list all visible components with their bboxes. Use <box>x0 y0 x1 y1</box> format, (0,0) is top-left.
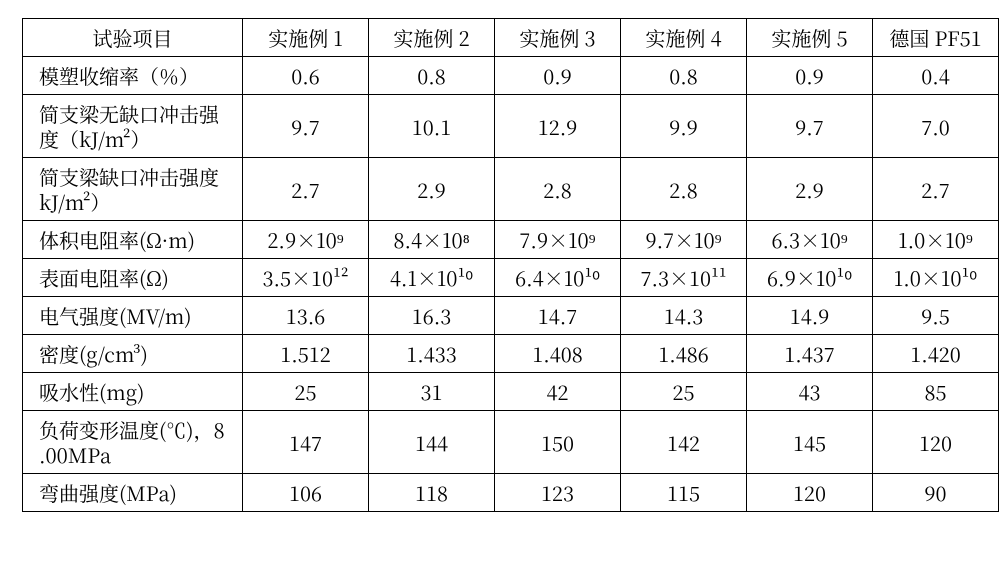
cell-value: 6.3×10⁹ <box>747 221 873 259</box>
row-label: 电气强度(MV/m) <box>23 297 243 335</box>
col-header-e2: 实施例 2 <box>369 19 495 57</box>
cell-value: 0.8 <box>621 57 747 95</box>
cell-value: 10.1 <box>369 95 495 158</box>
table-row: 吸水性(mg)253142254385 <box>23 373 999 411</box>
row-label: 模塑收缩率（％） <box>23 57 243 95</box>
cell-value: 145 <box>747 411 873 474</box>
cell-value: 1.486 <box>621 335 747 373</box>
cell-value: 7.3×10¹¹ <box>621 259 747 297</box>
row-label: 表面电阻率(Ω) <box>23 259 243 297</box>
cell-value: 120 <box>873 411 999 474</box>
cell-value: 25 <box>621 373 747 411</box>
cell-value: 7.9×10⁹ <box>495 221 621 259</box>
cell-value: 106 <box>243 474 369 512</box>
cell-value: 2.7 <box>243 158 369 221</box>
cell-value: 42 <box>495 373 621 411</box>
cell-value: 9.5 <box>873 297 999 335</box>
cell-value: 1.420 <box>873 335 999 373</box>
cell-value: 13.6 <box>243 297 369 335</box>
cell-value: 2.9×10⁹ <box>243 221 369 259</box>
cell-value: 9.7 <box>747 95 873 158</box>
cell-value: 14.7 <box>495 297 621 335</box>
col-header-e3: 实施例 3 <box>495 19 621 57</box>
cell-value: 8.4×10⁸ <box>369 221 495 259</box>
col-header-e5: 实施例 5 <box>747 19 873 57</box>
cell-value: 16.3 <box>369 297 495 335</box>
cell-value: 0.9 <box>747 57 873 95</box>
cell-value: 0.6 <box>243 57 369 95</box>
row-label: 弯曲强度(MPa) <box>23 474 243 512</box>
cell-value: 142 <box>621 411 747 474</box>
cell-value: 43 <box>747 373 873 411</box>
cell-value: 9.9 <box>621 95 747 158</box>
cell-value: 147 <box>243 411 369 474</box>
cell-value: 1.408 <box>495 335 621 373</box>
cell-value: 4.1×10¹⁰ <box>369 259 495 297</box>
cell-value: 12.9 <box>495 95 621 158</box>
cell-value: 0.4 <box>873 57 999 95</box>
cell-value: 120 <box>747 474 873 512</box>
cell-value: 0.9 <box>495 57 621 95</box>
cell-value: 2.9 <box>747 158 873 221</box>
cell-value: 85 <box>873 373 999 411</box>
col-header-e4: 实施例 4 <box>621 19 747 57</box>
table-body: 模塑收缩率（％）0.60.80.90.80.90.4简支梁无缺口冲击强度（kJ/… <box>23 57 999 512</box>
table-row: 模塑收缩率（％）0.60.80.90.80.90.4 <box>23 57 999 95</box>
cell-value: 1.437 <box>747 335 873 373</box>
cell-value: 2.9 <box>369 158 495 221</box>
col-header-e1: 实施例 1 <box>243 19 369 57</box>
cell-value: 1.0×10¹⁰ <box>873 259 999 297</box>
row-label: 体积电阻率(Ω·m) <box>23 221 243 259</box>
cell-value: 2.8 <box>495 158 621 221</box>
table-row: 弯曲强度(MPa)10611812311512090 <box>23 474 999 512</box>
table-row: 电气强度(MV/m)13.616.314.714.314.99.5 <box>23 297 999 335</box>
cell-value: 6.4×10¹⁰ <box>495 259 621 297</box>
col-header-pf51: 德国 PF51 <box>873 19 999 57</box>
cell-value: 1.0×10⁹ <box>873 221 999 259</box>
table-row: 简支梁无缺口冲击强度（kJ/m²）9.710.112.99.99.77.0 <box>23 95 999 158</box>
table-row: 表面电阻率(Ω)3.5×10¹²4.1×10¹⁰6.4×10¹⁰7.3×10¹¹… <box>23 259 999 297</box>
cell-value: 1.512 <box>243 335 369 373</box>
cell-value: 2.8 <box>621 158 747 221</box>
row-label: 吸水性(mg) <box>23 373 243 411</box>
cell-value: 118 <box>369 474 495 512</box>
table-row: 密度(g/cm³)1.5121.4331.4081.4861.4371.420 <box>23 335 999 373</box>
table-header-row: 试验项目 实施例 1 实施例 2 实施例 3 实施例 4 实施例 5 德国 PF… <box>23 19 999 57</box>
row-label: 简支梁缺口冲击强度kJ/m²） <box>23 158 243 221</box>
table-row: 简支梁缺口冲击强度kJ/m²）2.72.92.82.82.92.7 <box>23 158 999 221</box>
cell-value: 9.7×10⁹ <box>621 221 747 259</box>
cell-value: 144 <box>369 411 495 474</box>
cell-value: 6.9×10¹⁰ <box>747 259 873 297</box>
cell-value: 0.8 <box>369 57 495 95</box>
cell-value: 31 <box>369 373 495 411</box>
cell-value: 9.7 <box>243 95 369 158</box>
row-label: 简支梁无缺口冲击强度（kJ/m²） <box>23 95 243 158</box>
cell-value: 2.7 <box>873 158 999 221</box>
cell-value: 7.0 <box>873 95 999 158</box>
row-label: 密度(g/cm³) <box>23 335 243 373</box>
cell-value: 25 <box>243 373 369 411</box>
row-label: 负荷变形温度(℃)，8 .00MPa <box>23 411 243 474</box>
cell-value: 3.5×10¹² <box>243 259 369 297</box>
cell-value: 115 <box>621 474 747 512</box>
table-row: 负荷变形温度(℃)，8 .00MPa147144150142145120 <box>23 411 999 474</box>
properties-table: 试验项目 实施例 1 实施例 2 实施例 3 实施例 4 实施例 5 德国 PF… <box>22 18 999 512</box>
cell-value: 123 <box>495 474 621 512</box>
cell-value: 1.433 <box>369 335 495 373</box>
col-header-item: 试验项目 <box>23 19 243 57</box>
cell-value: 150 <box>495 411 621 474</box>
cell-value: 90 <box>873 474 999 512</box>
cell-value: 14.9 <box>747 297 873 335</box>
cell-value: 14.3 <box>621 297 747 335</box>
table-row: 体积电阻率(Ω·m)2.9×10⁹8.4×10⁸7.9×10⁹9.7×10⁹6.… <box>23 221 999 259</box>
